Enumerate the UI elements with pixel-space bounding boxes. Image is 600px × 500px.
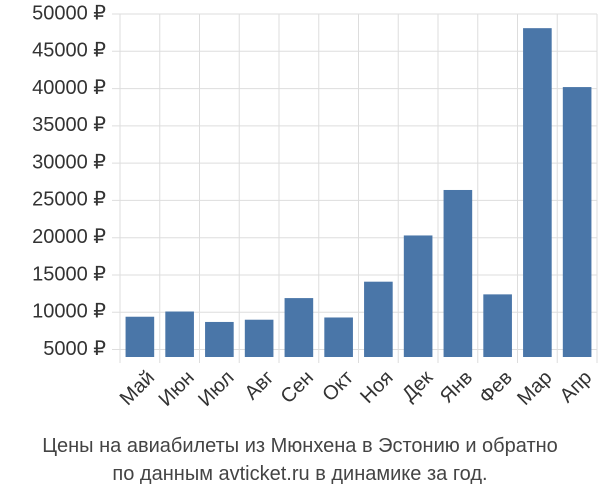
bar	[324, 317, 353, 357]
x-tick-label: Июл	[194, 367, 238, 411]
x-tick-label: Авг	[241, 367, 279, 405]
bar	[284, 298, 314, 357]
y-axis-labels: 5000 ₽ 10000 ₽ 15000 ₽ 20000 ₽ 25000 ₽ 30000 …	[32, 2, 106, 360]
y-tick-label: 10000 ₽	[32, 301, 106, 323]
x-tick-label: Фев	[475, 367, 517, 409]
x-tick-label: Май	[116, 367, 159, 410]
y-tick-label: 45000 ₽	[32, 40, 106, 62]
bar	[364, 281, 393, 357]
y-tick-label: 15000 ₽	[32, 263, 106, 285]
y-tick-label: 30000 ₽	[32, 151, 106, 173]
gridlines	[112, 13, 598, 363]
bar	[403, 235, 433, 357]
y-tick-label: 5000 ₽	[43, 338, 106, 360]
y-tick-label: 40000 ₽	[32, 77, 106, 99]
y-tick-label: 50000 ₽	[32, 2, 106, 24]
x-tick-label: Янв	[436, 367, 477, 408]
y-tick-label: 25000 ₽	[32, 189, 106, 211]
bar	[523, 28, 552, 358]
bar	[125, 316, 155, 357]
bar	[562, 87, 592, 357]
chart-caption-line-2: по данным avticket.ru в динамике за год.	[112, 463, 488, 485]
bar	[443, 189, 473, 357]
bar	[165, 311, 194, 357]
chart-caption-line-1: Цены на авиабилеты из Мюнхена в Эстонию …	[42, 435, 558, 457]
x-tick-label: Ноя	[356, 367, 397, 408]
x-tick-label: Окт	[318, 367, 357, 406]
bar	[483, 294, 512, 357]
bars	[125, 28, 592, 358]
x-tick-label: Апр	[556, 367, 597, 408]
y-tick-label: 20000 ₽	[32, 226, 106, 248]
x-tick-label: Дек	[398, 366, 437, 405]
x-tick-label: Июн	[155, 367, 199, 411]
y-tick-label: 35000 ₽	[32, 114, 106, 136]
bar	[205, 321, 234, 357]
x-tick-label: Мар	[513, 367, 556, 410]
x-tick-label: Сен	[277, 367, 318, 408]
bar	[244, 319, 274, 357]
